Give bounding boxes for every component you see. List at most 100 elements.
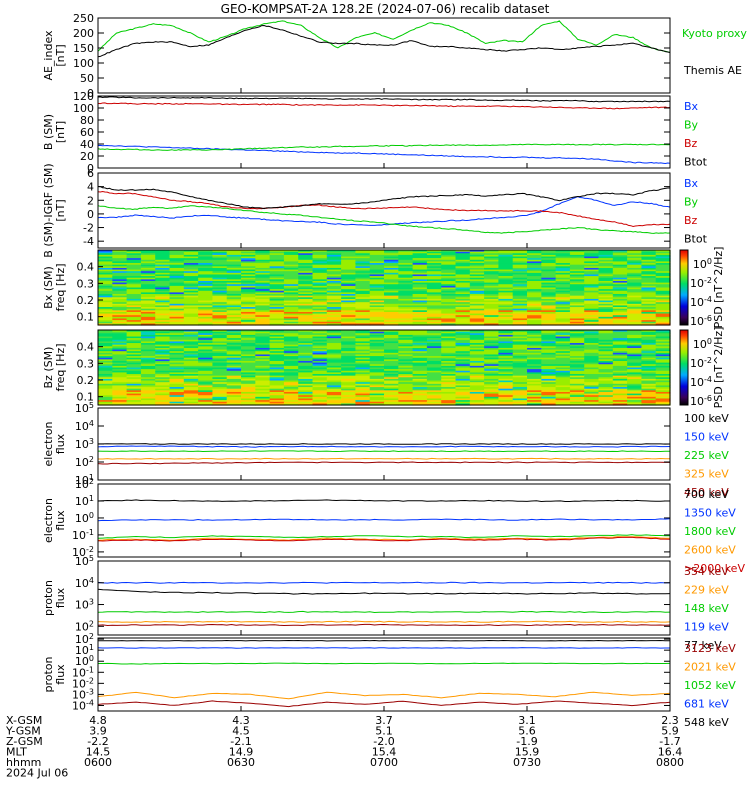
heatmap-cell [326,359,342,362]
heatmap-cell [183,400,199,403]
heatmap-cell [426,341,442,344]
heatmap-cell [155,254,171,258]
heatmap-cell [155,267,171,271]
heatmap-cell [140,336,156,339]
heatmap-cell [212,374,228,377]
ytick-label: 200 [73,27,94,40]
heatmap-cell [355,276,371,279]
heatmap-cell [169,349,185,352]
heatmap-cell [455,377,471,380]
heatmap-cell [384,395,399,398]
heatmap-cell [412,370,428,373]
heatmap-cell [369,280,385,284]
heatmap-cell [298,307,314,310]
heatmap-cell [469,295,485,298]
heatmap-cell [484,323,499,326]
heatmap-cell [369,251,385,254]
heatmap-cell [412,264,428,267]
heatmap-cell [155,395,171,398]
heatmap-cell [426,383,442,387]
heatmap-cell [183,356,199,359]
axis-row-value: 14.9 [229,746,254,759]
heatmap-cell [569,272,585,276]
heatmap-cell [140,346,156,349]
heatmap-cell [312,403,328,406]
heatmap-cell [155,316,171,320]
heatmap-cell [384,385,399,388]
heatmap-cell [255,313,271,316]
heatmap-cell [455,378,471,382]
heatmap-cell [98,300,113,303]
heatmap-cell [484,346,499,349]
heatmap-cell [569,390,585,393]
heatmap-cell [126,391,142,395]
heatmap-cell [312,294,328,297]
heatmap-cell [441,307,457,310]
heatmap-cell [398,313,414,316]
heatmap-cell [627,396,642,400]
heatmap-cell [384,256,399,259]
heatmap-cell [555,315,571,318]
heatmap-cell [612,356,628,359]
heatmap-cell [641,360,657,364]
heatmap-cell [384,336,399,339]
heatmap-cell [112,365,128,369]
heatmap-cell [198,310,213,313]
heatmap-cell [226,290,242,293]
heatmap-cell [426,398,442,401]
heatmap-cell [441,365,457,369]
heatmap-cell [241,383,256,387]
heatmap-cell [212,323,228,326]
heatmap-cell [212,351,228,354]
heatmap-cell [255,375,271,378]
heatmap-cell [512,308,528,311]
heatmap-cell [584,289,600,292]
heatmap-cell [384,403,399,406]
heatmap-cell [555,334,571,338]
heatmap-cell [598,333,614,336]
heatmap-cell [541,374,557,377]
heatmap-cell [312,383,328,387]
heatmap-cell [498,367,514,370]
heatmap-cell [527,287,542,290]
heatmap-cell [655,341,671,344]
ytick-label: 101 [75,494,94,508]
heatmap-cell [283,377,299,380]
ytick-label: 2 [87,194,94,207]
heatmap-cell [569,393,585,396]
ylabel-elec_high-1: flux [54,510,67,531]
heatmap-cell [555,266,571,269]
ytick-label: 40 [80,138,94,151]
heatmap-cell [126,294,142,297]
heatmap-cell [455,287,471,290]
heatmap-cell [655,333,671,336]
ylabel-db-1: [nT] [54,199,67,221]
heatmap-cell [98,367,113,370]
heatmap-cell [355,294,371,297]
heatmap-cell [155,280,171,284]
heatmap-cell [441,298,457,302]
heatmap-cell [384,367,399,370]
heatmap-cell [398,383,414,387]
heatmap-cell [527,315,542,318]
heatmap-cell [541,274,557,277]
ytick-label: 100 [75,654,94,668]
series-prot_low-0 [97,623,671,627]
heatmap-cell [255,401,271,404]
heatmap-cell [355,383,371,387]
heatmap-cell [555,400,571,403]
heatmap-cell [541,307,557,310]
heatmap-cell [484,310,499,313]
heatmap-cell [484,307,499,310]
heatmap-cell [512,282,528,285]
panel-ae: AE_index[nT]Kyoto proxy AEThemis AE05010… [42,12,750,100]
heatmap-cell [512,362,528,365]
heatmap-cell [298,298,314,302]
heatmap-cell [298,369,314,372]
heatmap-cell [555,269,571,272]
heatmap-cell [384,289,399,292]
heatmap-cell [355,313,371,316]
heatmap-cell [455,331,471,334]
heatmap-cell [655,254,671,258]
heatmap-cell [355,251,371,254]
